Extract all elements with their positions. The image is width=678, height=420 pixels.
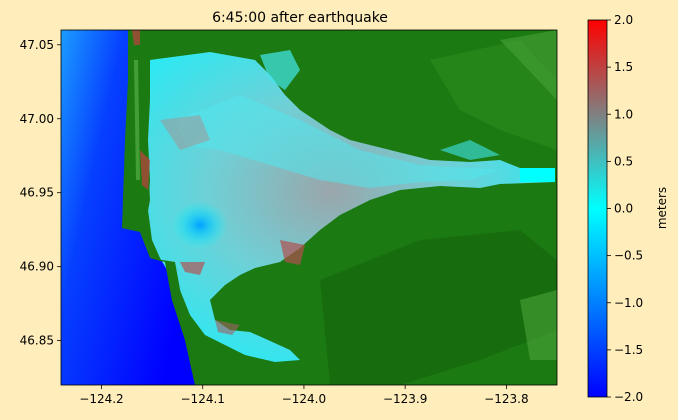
x-tick-label: −123.9 <box>383 392 427 406</box>
colorbar-gradient <box>587 19 608 398</box>
colorbar-tick-label: −1.0 <box>614 296 643 310</box>
south-spit <box>150 258 210 385</box>
colorbar-tick-label: −1.5 <box>614 343 643 357</box>
x-tick-label: −123.8 <box>484 392 528 406</box>
colorbar-tick-label: 2.0 <box>614 13 633 27</box>
colorbar-ticks: 2.0 1.5 1.0 0.5 0.0 −0.5 −1.0 −1.5 −2.0 <box>607 13 643 404</box>
bay-entrance-channel <box>172 201 228 249</box>
y-tick-label: 46.90 <box>20 260 54 274</box>
y-axis: 46.85 46.90 46.95 47.00 47.05 <box>20 38 61 348</box>
colorbar-tick-label: 0.0 <box>614 202 633 216</box>
colorbar-tick-label: −2.0 <box>614 390 643 404</box>
plot-frame <box>60 29 558 386</box>
y-tick-label: 47.00 <box>20 112 54 126</box>
x-axis: −124.2 −124.1 −124.0 −123.9 −123.8 <box>79 385 529 406</box>
x-tick-label: −124.0 <box>282 392 326 406</box>
x-tick-label: −124.1 <box>181 392 225 406</box>
heatmap-plot-area <box>61 30 557 385</box>
colorbar-tick-label: 0.5 <box>614 154 633 168</box>
chart-title: 6:45:00 after earthquake <box>212 10 388 26</box>
colorbar-tick-label: 1.0 <box>614 107 633 121</box>
colorbar-label: meters <box>655 187 669 229</box>
colorbar: 2.0 1.5 1.0 0.5 0.0 −0.5 −1.0 −1.5 −2.0 meters <box>587 13 669 404</box>
ocean-region <box>61 30 195 385</box>
x-tick-label: −124.2 <box>79 392 123 406</box>
colorbar-tick-label: 1.5 <box>614 60 633 74</box>
y-tick-label: 46.95 <box>20 186 54 200</box>
y-tick-label: 46.85 <box>20 334 54 348</box>
colorbar-tick-label: −0.5 <box>614 249 643 263</box>
y-tick-label: 47.05 <box>20 38 54 52</box>
